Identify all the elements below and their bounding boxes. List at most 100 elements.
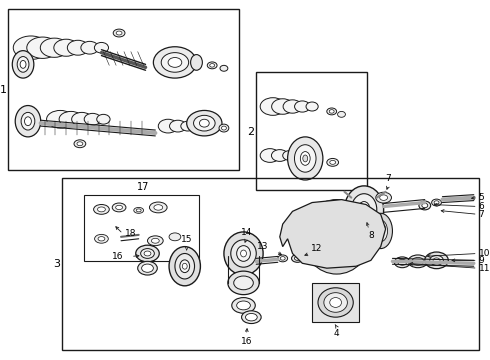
Ellipse shape	[231, 240, 256, 267]
Ellipse shape	[394, 257, 410, 268]
Ellipse shape	[98, 237, 105, 241]
Ellipse shape	[149, 202, 167, 213]
Ellipse shape	[54, 39, 78, 56]
Ellipse shape	[358, 202, 370, 217]
Ellipse shape	[116, 31, 122, 35]
Ellipse shape	[303, 155, 308, 162]
Ellipse shape	[192, 122, 203, 130]
Ellipse shape	[241, 250, 246, 257]
Bar	[312, 283, 359, 322]
Ellipse shape	[376, 192, 392, 203]
Ellipse shape	[220, 66, 228, 71]
Ellipse shape	[300, 152, 310, 165]
Ellipse shape	[432, 199, 441, 206]
Ellipse shape	[294, 101, 310, 112]
Ellipse shape	[187, 111, 222, 136]
Text: 2: 2	[247, 127, 254, 137]
Ellipse shape	[95, 234, 108, 243]
Ellipse shape	[380, 195, 388, 201]
Ellipse shape	[242, 311, 261, 324]
Ellipse shape	[398, 259, 407, 265]
Text: 5: 5	[479, 193, 485, 202]
Ellipse shape	[330, 298, 342, 307]
Ellipse shape	[319, 217, 354, 256]
Ellipse shape	[302, 199, 371, 274]
Ellipse shape	[12, 51, 34, 78]
Ellipse shape	[181, 121, 195, 131]
Ellipse shape	[136, 245, 159, 262]
Ellipse shape	[24, 117, 31, 126]
Ellipse shape	[351, 194, 377, 225]
Ellipse shape	[369, 213, 392, 249]
Ellipse shape	[228, 271, 259, 294]
Ellipse shape	[271, 99, 294, 114]
Text: 14: 14	[241, 228, 252, 237]
Ellipse shape	[141, 249, 154, 258]
Ellipse shape	[199, 119, 209, 127]
Ellipse shape	[194, 115, 215, 131]
Text: 10: 10	[479, 249, 490, 258]
Text: 17: 17	[137, 182, 150, 192]
Ellipse shape	[67, 40, 89, 55]
Ellipse shape	[170, 120, 186, 132]
Ellipse shape	[327, 226, 346, 248]
Ellipse shape	[430, 256, 443, 265]
Text: 16: 16	[112, 252, 123, 261]
Ellipse shape	[161, 53, 189, 72]
Ellipse shape	[419, 201, 431, 210]
Text: 11: 11	[479, 264, 490, 273]
Text: 12: 12	[311, 243, 322, 252]
Ellipse shape	[182, 263, 187, 269]
Ellipse shape	[283, 150, 296, 161]
Ellipse shape	[153, 47, 196, 78]
Ellipse shape	[17, 57, 29, 72]
Ellipse shape	[168, 58, 182, 67]
Ellipse shape	[294, 256, 300, 260]
Ellipse shape	[98, 207, 105, 212]
Ellipse shape	[219, 124, 229, 132]
Ellipse shape	[412, 257, 424, 265]
Ellipse shape	[329, 110, 334, 113]
Ellipse shape	[292, 255, 303, 262]
Ellipse shape	[151, 238, 159, 243]
Ellipse shape	[377, 226, 384, 236]
Ellipse shape	[271, 150, 288, 161]
Ellipse shape	[144, 251, 151, 256]
Ellipse shape	[318, 288, 353, 317]
Ellipse shape	[15, 105, 41, 137]
Ellipse shape	[59, 111, 83, 127]
Ellipse shape	[40, 38, 69, 57]
Ellipse shape	[408, 255, 428, 268]
Ellipse shape	[72, 112, 92, 126]
Text: 18: 18	[125, 229, 136, 238]
Ellipse shape	[327, 108, 337, 115]
Ellipse shape	[47, 111, 74, 128]
Text: 13: 13	[257, 242, 268, 251]
Ellipse shape	[154, 205, 163, 210]
Ellipse shape	[21, 112, 35, 130]
Ellipse shape	[77, 142, 83, 146]
Ellipse shape	[84, 113, 101, 125]
Ellipse shape	[134, 207, 144, 213]
Text: 3: 3	[53, 259, 60, 269]
Ellipse shape	[158, 119, 178, 133]
Ellipse shape	[237, 301, 250, 310]
Ellipse shape	[95, 42, 108, 53]
Ellipse shape	[309, 207, 364, 266]
Ellipse shape	[433, 258, 440, 263]
Ellipse shape	[294, 152, 305, 159]
Ellipse shape	[260, 149, 280, 162]
Ellipse shape	[169, 233, 181, 241]
Ellipse shape	[324, 293, 347, 312]
Ellipse shape	[327, 158, 339, 166]
Text: 16: 16	[241, 337, 252, 346]
Ellipse shape	[374, 220, 388, 242]
Text: 9: 9	[479, 256, 485, 265]
Bar	[84, 195, 199, 261]
Ellipse shape	[306, 102, 318, 111]
Text: 6: 6	[479, 202, 485, 211]
Text: 4: 4	[334, 329, 340, 338]
Ellipse shape	[232, 298, 255, 313]
Ellipse shape	[278, 255, 288, 262]
Text: 1: 1	[0, 85, 6, 95]
